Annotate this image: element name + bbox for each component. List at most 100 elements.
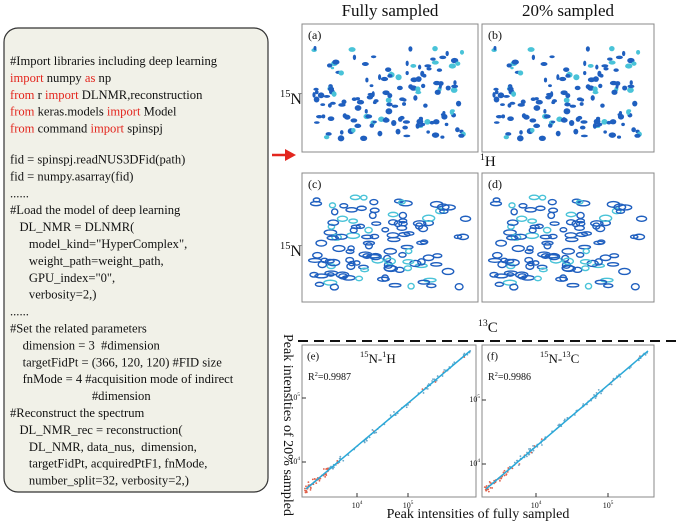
peak xyxy=(312,251,323,259)
peak xyxy=(527,47,535,52)
peak xyxy=(352,260,361,266)
code-line: DL_NMR, data_nus, dimension, xyxy=(10,440,197,454)
point xyxy=(593,394,595,396)
peak xyxy=(516,135,524,142)
peak xyxy=(381,226,390,233)
peak xyxy=(432,253,443,259)
text-segment: import xyxy=(10,71,44,85)
peak xyxy=(494,90,499,95)
peak xyxy=(632,100,638,107)
panel-label: (d) xyxy=(488,177,502,191)
peak xyxy=(385,108,393,115)
code-line: from keras.models import Model xyxy=(10,105,177,119)
peak xyxy=(609,46,615,52)
peak xyxy=(332,244,346,253)
peak xyxy=(597,70,602,77)
peak xyxy=(561,261,572,269)
axis-label: 1H xyxy=(480,152,496,171)
point xyxy=(528,448,530,450)
peak xyxy=(403,265,413,272)
axis-label: 15N xyxy=(280,89,302,108)
peak xyxy=(493,87,499,91)
peak xyxy=(385,67,392,72)
peak xyxy=(529,118,537,123)
peak xyxy=(510,208,518,216)
peak xyxy=(613,203,627,211)
peak xyxy=(417,279,431,285)
peak xyxy=(489,200,503,207)
peak xyxy=(348,218,359,224)
text-segment: 5 xyxy=(611,500,614,506)
peak xyxy=(535,99,543,105)
peak xyxy=(575,199,584,205)
peak xyxy=(559,226,568,233)
text-segment: ...... xyxy=(10,186,29,200)
figure-panels: Fully sampled 20% sampled(a) (b)(c) (d)15N1… xyxy=(280,1,655,522)
peak xyxy=(493,96,500,103)
text-segment: 4 xyxy=(297,456,300,462)
point xyxy=(307,481,310,484)
peak xyxy=(566,282,580,288)
peak xyxy=(569,104,577,108)
text-segment: ...... xyxy=(10,304,29,318)
text-segment: 2 xyxy=(495,371,498,378)
peak xyxy=(459,49,465,55)
peak xyxy=(331,91,337,97)
peak xyxy=(395,128,401,135)
axis-label: 13C xyxy=(478,318,498,337)
peak xyxy=(371,221,382,226)
point xyxy=(389,414,392,417)
peak xyxy=(625,63,633,69)
peak xyxy=(321,114,326,119)
peak xyxy=(388,282,402,288)
peak xyxy=(350,118,358,123)
text-segment: 13 xyxy=(562,349,570,359)
peak xyxy=(576,211,585,220)
peak xyxy=(440,135,445,139)
point xyxy=(322,468,325,470)
text-segment: 10 xyxy=(469,395,477,404)
text-segment: targetFidPt = (366, 120, 120) #FID size xyxy=(10,355,222,369)
code-line: #Reconstruct the spectrum xyxy=(10,406,144,420)
peak xyxy=(402,120,411,124)
point xyxy=(434,381,437,383)
text-segment: Model xyxy=(140,105,177,119)
point xyxy=(313,478,316,480)
column-header: Fully sampled xyxy=(342,1,439,20)
peak xyxy=(459,215,472,222)
peak xyxy=(505,132,512,136)
peak xyxy=(535,205,546,212)
peak xyxy=(503,229,517,236)
plot-title: 15N-13C xyxy=(540,349,579,366)
peak xyxy=(592,90,599,95)
peak xyxy=(603,67,609,71)
peak xyxy=(500,257,509,264)
peak xyxy=(627,109,632,113)
peak xyxy=(309,200,323,207)
peak xyxy=(313,46,317,51)
peak xyxy=(561,247,576,255)
text-segment: command xyxy=(34,121,90,135)
peak xyxy=(352,54,357,61)
text-segment: import xyxy=(107,105,141,119)
x-tick-label: 104 xyxy=(531,500,542,510)
peak xyxy=(456,233,470,241)
point xyxy=(503,469,506,472)
peak xyxy=(506,219,519,226)
peak xyxy=(416,240,428,246)
peak xyxy=(402,125,408,130)
peak xyxy=(633,233,646,241)
peak xyxy=(402,102,407,106)
point xyxy=(338,457,341,460)
peak xyxy=(458,133,465,138)
text-segment: 10 xyxy=(403,501,411,510)
peak xyxy=(536,264,548,270)
peak xyxy=(438,81,444,86)
point xyxy=(422,392,425,394)
peak xyxy=(575,116,581,122)
peak xyxy=(583,70,587,76)
peak xyxy=(324,258,335,264)
peak xyxy=(360,194,368,201)
peak xyxy=(585,46,590,52)
peak xyxy=(365,77,369,83)
